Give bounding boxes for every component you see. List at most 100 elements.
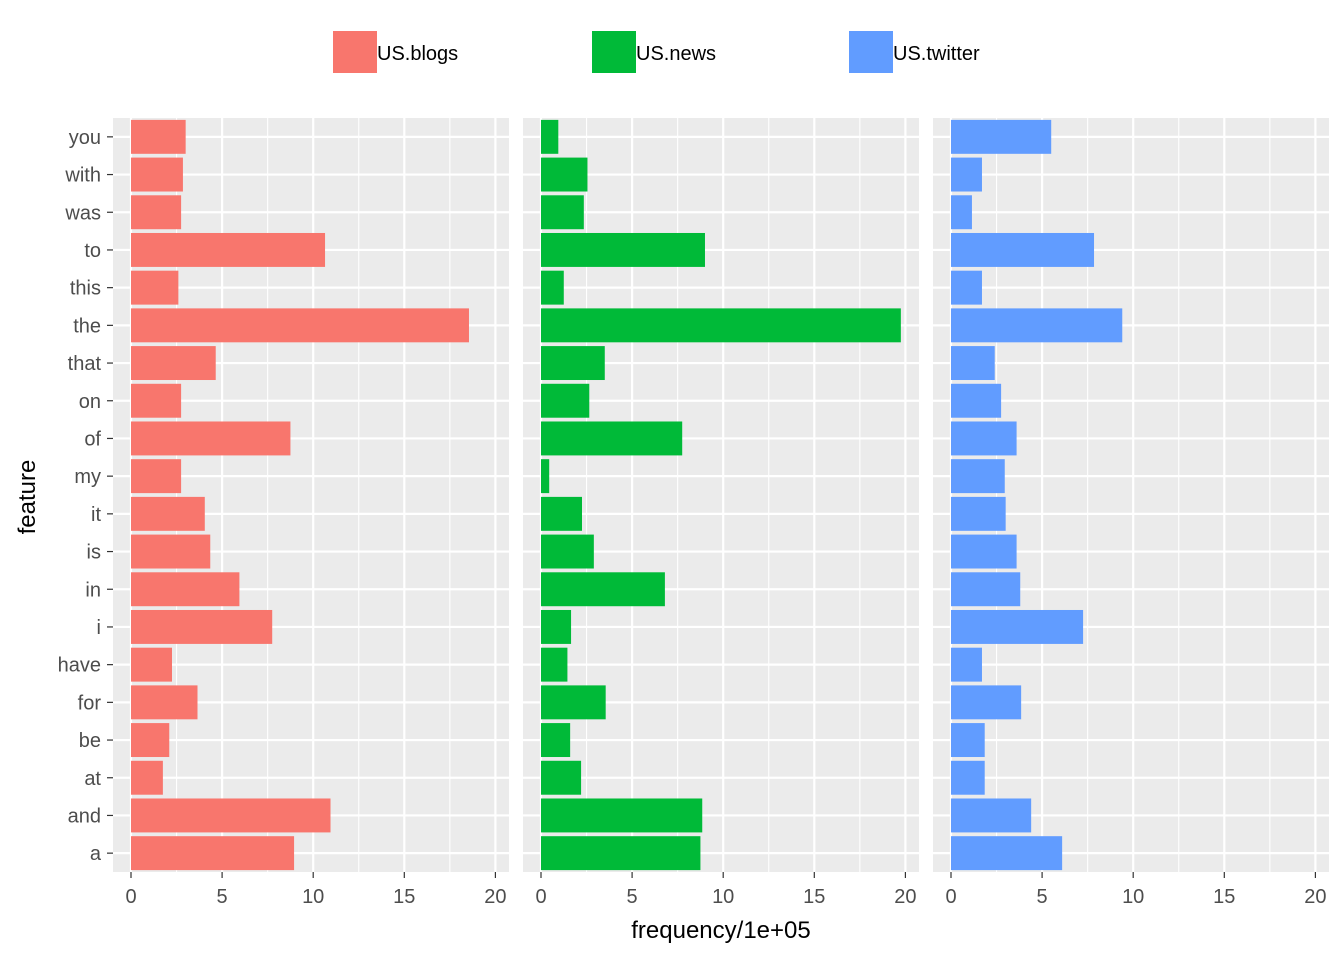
y-tick-label: for bbox=[78, 692, 102, 714]
x-tick-label: 15 bbox=[803, 886, 825, 908]
bar-US.blogs-it bbox=[131, 496, 205, 531]
bar-US.news-is bbox=[541, 534, 594, 569]
bar-US.blogs-at bbox=[131, 760, 163, 795]
bar-US.news-of bbox=[541, 421, 683, 456]
bar-US.news-that bbox=[541, 346, 605, 381]
x-tick-label: 15 bbox=[393, 886, 415, 908]
y-tick-label: have bbox=[58, 655, 101, 677]
bar-US.twitter-to bbox=[951, 232, 1095, 267]
bar-US.blogs-of bbox=[131, 421, 291, 456]
y-tick-label: be bbox=[79, 730, 101, 752]
legend-label-US.twitter: US.twitter bbox=[893, 43, 980, 65]
x-tick-label: 15 bbox=[1213, 886, 1235, 908]
x-axis-title: frequency/1e+05 bbox=[631, 917, 810, 944]
bar-US.blogs-have bbox=[131, 647, 172, 682]
y-tick-label: i bbox=[97, 617, 101, 639]
y-tick-label: on bbox=[79, 391, 101, 413]
y-tick-label: and bbox=[68, 805, 101, 827]
bar-US.news-and bbox=[541, 798, 703, 833]
bar-US.twitter-have bbox=[951, 647, 982, 682]
x-tick-label: 5 bbox=[217, 886, 228, 908]
legend-swatch-US.twitter bbox=[849, 31, 893, 73]
bar-US.twitter-and bbox=[951, 798, 1032, 833]
y-axis-title: feature bbox=[14, 460, 41, 535]
bar-US.twitter-that bbox=[951, 346, 995, 381]
y-tick-label: was bbox=[64, 202, 101, 224]
legend: US.blogs US.news US.twitter bbox=[333, 31, 980, 73]
bar-US.news-to bbox=[541, 232, 705, 267]
x-tick-label: 10 bbox=[302, 886, 324, 908]
bar-US.blogs-the bbox=[131, 308, 469, 343]
bar-US.twitter-you bbox=[951, 119, 1052, 154]
bar-US.blogs-for bbox=[131, 685, 198, 720]
y-tick-label: at bbox=[84, 768, 101, 790]
bar-US.twitter-a bbox=[951, 836, 1063, 871]
y-tick-label: a bbox=[90, 843, 102, 865]
bar-US.twitter-the bbox=[951, 308, 1123, 343]
x-tick-label: 20 bbox=[894, 886, 916, 908]
bar-US.blogs-this bbox=[131, 270, 179, 305]
bar-US.twitter-in bbox=[951, 572, 1021, 607]
bar-US.blogs-that bbox=[131, 346, 216, 381]
bar-US.blogs-i bbox=[131, 609, 273, 644]
y-tick-label: my bbox=[74, 466, 101, 488]
bar-US.blogs-you bbox=[131, 119, 186, 154]
facet-panels: 0 5 10 15 20 a and at be for have i in is it my of on that… bbox=[58, 118, 1329, 908]
bar-US.news-have bbox=[541, 647, 568, 682]
bar-US.blogs-and bbox=[131, 798, 331, 833]
bar-US.twitter-was bbox=[951, 195, 972, 230]
bar-US.twitter-with bbox=[951, 157, 982, 192]
x-tick-label: 0 bbox=[125, 886, 136, 908]
facet-panel-US.blogs: 0 5 10 15 20 a and at be for have i in is it my of on that… bbox=[58, 118, 509, 908]
y-tick-label: is bbox=[87, 542, 101, 564]
bar-US.blogs-to bbox=[131, 232, 326, 267]
bar-US.twitter-of bbox=[951, 421, 1017, 456]
legend-label-US.blogs: US.blogs bbox=[377, 43, 458, 65]
bar-US.news-i bbox=[541, 609, 572, 644]
x-tick-label: 20 bbox=[1304, 886, 1326, 908]
bar-US.news-be bbox=[541, 723, 571, 758]
bar-US.news-for bbox=[541, 685, 606, 720]
bar-US.blogs-is bbox=[131, 534, 211, 569]
x-tick-label: 0 bbox=[945, 886, 956, 908]
bar-US.twitter-my bbox=[951, 459, 1005, 494]
bar-US.twitter-at bbox=[951, 760, 985, 795]
x-tick-label: 5 bbox=[1037, 886, 1048, 908]
y-tick-label: that bbox=[68, 353, 102, 375]
bar-US.news-at bbox=[541, 760, 582, 795]
bar-US.news-this bbox=[541, 270, 564, 305]
bar-US.news-it bbox=[541, 496, 582, 531]
bar-US.twitter-this bbox=[951, 270, 982, 305]
bar-US.blogs-a bbox=[131, 836, 295, 871]
legend-swatch-US.blogs bbox=[333, 31, 377, 73]
bar-US.twitter-on bbox=[951, 383, 1002, 418]
x-tick-label: 20 bbox=[484, 886, 506, 908]
bar-US.twitter-for bbox=[951, 685, 1022, 720]
y-tick-label: with bbox=[64, 165, 101, 187]
facet-panel-US.twitter: 0 5 10 15 20 bbox=[933, 118, 1329, 908]
y-tick-label: you bbox=[69, 127, 101, 149]
bar-US.blogs-my bbox=[131, 459, 182, 494]
bar-US.twitter-is bbox=[951, 534, 1017, 569]
legend-swatch-US.news bbox=[592, 31, 636, 73]
bar-US.blogs-was bbox=[131, 195, 182, 230]
y-tick-label: this bbox=[70, 278, 101, 300]
bar-US.news-in bbox=[541, 572, 665, 607]
bar-US.news-my bbox=[541, 459, 550, 494]
bar-US.twitter-it bbox=[951, 496, 1006, 531]
bar-US.blogs-with bbox=[131, 157, 183, 192]
bar-US.blogs-be bbox=[131, 723, 170, 758]
bar-US.news-on bbox=[541, 383, 590, 418]
x-tick-label: 0 bbox=[535, 886, 546, 908]
y-tick-label: of bbox=[84, 428, 101, 450]
bar-US.news-with bbox=[541, 157, 588, 192]
x-tick-label: 5 bbox=[627, 886, 638, 908]
legend-label-US.news: US.news bbox=[636, 43, 716, 65]
bar-US.news-the bbox=[541, 308, 901, 343]
bar-US.news-a bbox=[541, 836, 701, 871]
facet-panel-US.news: 0 5 10 15 20 bbox=[523, 118, 919, 908]
bar-US.news-you bbox=[541, 119, 559, 154]
y-tick-label: the bbox=[73, 315, 101, 337]
